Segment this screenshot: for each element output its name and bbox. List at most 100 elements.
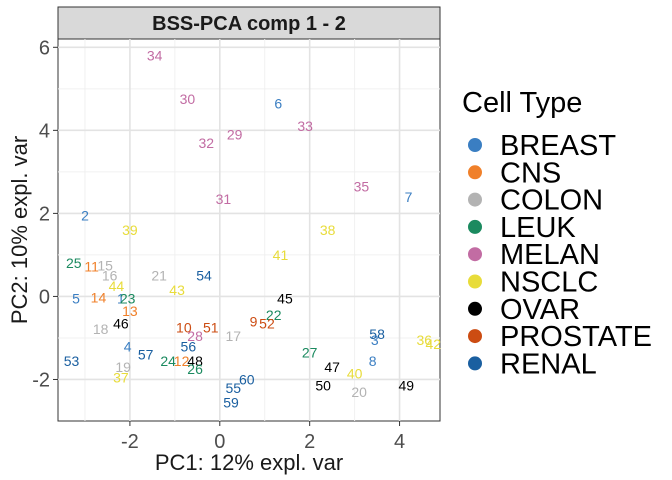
point-label-25: 25 <box>66 255 82 271</box>
point-label-42: 42 <box>425 336 441 352</box>
point-label-29: 29 <box>227 127 243 143</box>
point-label-58: 58 <box>369 326 385 342</box>
legend-item-breast: BREAST <box>468 130 616 162</box>
point-label-47: 47 <box>324 359 340 375</box>
point-label-11: 11 <box>84 259 99 275</box>
point-label-36: 36 <box>416 332 432 348</box>
point-label-4: 4 <box>124 338 132 354</box>
legend-title: Cell Type <box>462 87 582 119</box>
point-label-10: 10 <box>176 320 192 336</box>
y-tick-label: -2 <box>32 369 50 391</box>
point-label-54: 54 <box>196 268 212 284</box>
point-label-22: 22 <box>266 307 282 323</box>
point-label-6: 6 <box>274 95 282 111</box>
x-tick-label: 2 <box>304 431 315 453</box>
chart-title: BSS-PCA comp 1 - 2 <box>152 13 346 35</box>
point-label-51: 51 <box>203 320 219 336</box>
point-label-20: 20 <box>351 384 367 400</box>
legend-label: MELAN <box>500 239 600 271</box>
point-label-33: 33 <box>297 118 313 134</box>
legend-item-nsclc: NSCLC <box>468 267 598 299</box>
grid-lines <box>58 39 440 421</box>
point-label-26: 26 <box>187 361 203 377</box>
y-tick-label: 0 <box>39 286 50 308</box>
point-label-34: 34 <box>147 48 163 64</box>
point-label-44: 44 <box>109 278 125 294</box>
point-label-32: 32 <box>199 135 215 151</box>
point-label-45: 45 <box>277 291 293 307</box>
legend-key-marker <box>468 247 482 262</box>
plot-panel <box>57 38 441 422</box>
point-label-16: 16 <box>102 268 118 284</box>
point-label-43: 43 <box>169 282 185 298</box>
legend-item-renal: RENAL <box>468 348 597 380</box>
legend-key-marker <box>468 274 482 289</box>
legend-item-colon: COLON <box>468 185 603 217</box>
legend-item-ovar: OVAR <box>468 294 580 326</box>
point-label-12: 12 <box>174 353 190 369</box>
point-label-27: 27 <box>302 344 318 360</box>
legend: BREASTCNSCOLONLEUKMELANNSCLCOVARPROSTATE… <box>468 130 652 380</box>
point-label-41: 41 <box>273 247 289 263</box>
point-label-31: 31 <box>216 191 232 207</box>
legend-label: NSCLC <box>500 267 598 299</box>
point-label-9: 9 <box>250 313 258 329</box>
point-label-53: 53 <box>64 353 80 369</box>
legend-key-marker <box>468 301 482 316</box>
legend-key-marker <box>468 329 482 344</box>
y-tick-label: 2 <box>39 203 50 225</box>
point-label-60: 60 <box>239 371 255 387</box>
point-label-35: 35 <box>354 178 370 194</box>
point-label-55: 55 <box>225 380 241 396</box>
point-label-13: 13 <box>122 303 138 319</box>
point-label-59: 59 <box>223 394 239 410</box>
point-label-18: 18 <box>93 321 109 337</box>
y-tick-label: 4 <box>39 120 50 142</box>
legend-item-prostate: PROSTATE <box>468 321 652 353</box>
legend-label: OVAR <box>500 294 580 326</box>
facet-strip <box>57 6 441 40</box>
legend-label: RENAL <box>500 348 597 380</box>
point-label-37: 37 <box>113 369 129 385</box>
x-axis-title: PC1: 12% expl. var <box>155 450 343 475</box>
point-label-52: 52 <box>259 315 275 331</box>
point-label-38: 38 <box>320 222 336 238</box>
legend-item-melan: MELAN <box>468 239 600 271</box>
legend-key-marker <box>468 138 482 152</box>
point-label-28: 28 <box>187 328 203 344</box>
point-label-48: 48 <box>187 353 203 369</box>
legend-key-marker <box>468 219 482 234</box>
point-label-46: 46 <box>113 315 129 331</box>
point-label-40: 40 <box>347 365 363 381</box>
legend-label: LEUK <box>500 212 576 244</box>
point-label-17: 17 <box>225 328 241 344</box>
legend-item-cns: CNS <box>468 157 561 189</box>
point-label-23: 23 <box>120 291 136 307</box>
y-tick-label: 6 <box>39 37 50 59</box>
legend-key-marker <box>468 356 482 371</box>
point-label-24: 24 <box>160 353 176 369</box>
legend-item-leuk: LEUK <box>468 212 576 244</box>
legend-label: COLON <box>500 185 603 217</box>
point-label-15: 15 <box>97 257 113 273</box>
point-label-39: 39 <box>122 222 138 238</box>
point-label-50: 50 <box>315 378 331 394</box>
point-label-14: 14 <box>91 289 107 305</box>
point-label-2: 2 <box>81 207 89 223</box>
point-label-7: 7 <box>405 189 413 205</box>
point-label-30: 30 <box>180 91 196 107</box>
x-tick-label: 0 <box>214 431 225 453</box>
legend-label: CNS <box>500 157 561 189</box>
point-label-8: 8 <box>369 353 377 369</box>
legend-key-marker <box>468 192 482 207</box>
point-label-21: 21 <box>151 268 167 284</box>
point-label-56: 56 <box>181 338 197 354</box>
point-label-1: 1 <box>117 291 125 307</box>
point-label-19: 19 <box>115 359 131 375</box>
y-axis-title: PC2: 10% expl. var <box>7 136 32 324</box>
legend-label: PROSTATE <box>500 321 652 353</box>
x-tick-label: 4 <box>394 431 405 453</box>
